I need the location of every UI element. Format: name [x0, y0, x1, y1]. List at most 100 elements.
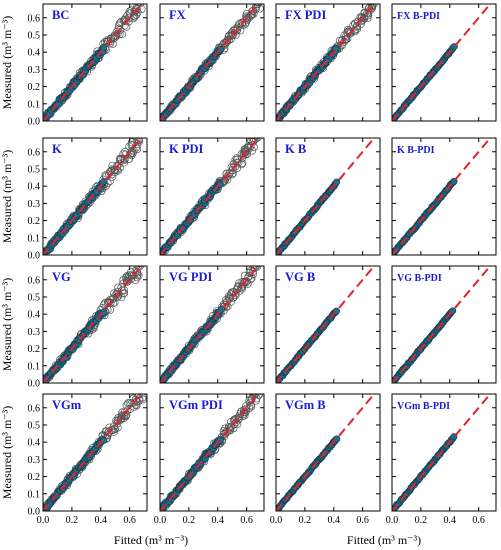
- marks: [43, 266, 145, 383]
- x-axis-title: Fitted (m³ m⁻³): [114, 533, 188, 547]
- y-tick-label: 0.4: [28, 182, 41, 193]
- y-tick-label: 0.6: [28, 13, 41, 24]
- panel-frame: [391, 265, 497, 384]
- panel-frame: [42, 265, 148, 384]
- panel-fx-b-pdi: FX B-PDI: [391, 3, 497, 122]
- open-marker: [245, 144, 254, 153]
- open-marker: [136, 4, 145, 7]
- x-tick-label: 0.6: [240, 515, 253, 526]
- marks: [276, 4, 379, 121]
- open-marker: [370, 4, 379, 8]
- blue-marker: [100, 177, 108, 185]
- y-tick-label: 0.0: [28, 379, 41, 390]
- marks: [160, 4, 264, 121]
- panel-title: VG B-PDI: [397, 273, 442, 284]
- panel-frame: [391, 137, 497, 256]
- open-marker: [254, 266, 260, 267]
- one-to-one-line: [160, 138, 260, 255]
- open-marker: [241, 148, 250, 156]
- open-marker: [224, 171, 232, 180]
- open-marker: [132, 267, 141, 276]
- y-tick-label: 0.1: [28, 233, 41, 244]
- one-to-one-line: [392, 394, 492, 511]
- panel-fx: FX: [159, 3, 265, 122]
- marks: [392, 4, 492, 121]
- x-tick-label: 0.2: [299, 515, 312, 526]
- y-tick-label: 0.3: [28, 65, 41, 76]
- open-marker: [133, 145, 142, 154]
- open-marker: [341, 35, 350, 44]
- panel-fx-pdi: FX PDI: [275, 3, 381, 122]
- open-marker: [139, 130, 146, 137]
- open-marker: [252, 266, 261, 269]
- panel-vgm-pdi: 0.0 0.2 0.4 0.6 VGm PDI: [154, 393, 265, 526]
- one-to-one-line: [392, 4, 492, 121]
- open-marker: [252, 138, 260, 141]
- blue-marker: [100, 436, 108, 444]
- y-tick-label: 0.1: [28, 489, 41, 500]
- open-marker: [346, 28, 355, 37]
- open-marker: [121, 17, 130, 26]
- y-tick-label: 0.2: [28, 82, 41, 93]
- x-tick-label: 0.6: [472, 515, 485, 526]
- panel-vg-pdi: VG PDI: [159, 265, 265, 384]
- open-marker: [131, 276, 140, 285]
- y-tick-label: 0.5: [28, 420, 41, 431]
- panel-frame: [275, 3, 381, 122]
- open-marker: [229, 169, 238, 178]
- marks: [276, 138, 376, 255]
- y-tick-label: 0.4: [28, 310, 41, 321]
- marks: [160, 266, 261, 383]
- y-tick-label: 0.5: [28, 292, 41, 303]
- panel-title: FX B-PDI: [397, 11, 440, 22]
- x-tick-label: 0.0: [386, 515, 399, 526]
- open-marker: [136, 266, 143, 268]
- open-marker: [135, 266, 144, 271]
- panel-vgm-b-pdi: 0.0 0.2 0.4 0.6 VGm B-PDI: [386, 393, 497, 526]
- y-axis-title: Measured (m³ m⁻³): [0, 406, 14, 500]
- y-tick-label: 0.6: [28, 147, 41, 158]
- open-marker: [135, 138, 144, 146]
- x-tick-label: 0.4: [95, 515, 108, 526]
- y-axis-title: Measured (m³ m⁻³): [0, 278, 14, 372]
- y-axis-title: Measured (m³ m⁻³): [0, 150, 14, 244]
- open-marker: [118, 30, 127, 39]
- open-marker: [363, 14, 372, 23]
- open-marker: [368, 4, 377, 10]
- open-marker: [127, 151, 136, 160]
- panel-vg: 0.0 0.1 0.2 0.3 0.4 0.5 0.6 VG Measured (m³ m⁻³): [0, 265, 148, 390]
- marks: [392, 138, 492, 255]
- open-marker: [135, 4, 142, 6]
- marks: [276, 394, 376, 511]
- open-marker: [253, 138, 262, 142]
- y-tick-label: 0.0: [28, 251, 41, 262]
- y-tick-label: 0.6: [28, 403, 41, 414]
- open-marker: [367, 4, 376, 13]
- x-tick-label: 0.4: [444, 515, 457, 526]
- open-marker: [132, 401, 141, 410]
- panel-frame: [42, 3, 148, 122]
- panel-frame: [42, 393, 148, 512]
- one-to-one-line: [276, 4, 376, 121]
- marks: [276, 266, 376, 383]
- marks: [43, 394, 147, 511]
- panel-frame: [159, 265, 265, 384]
- marks: [43, 130, 146, 255]
- open-marker: [134, 271, 143, 280]
- open-marker: [137, 266, 145, 269]
- x-axis-title: Fitted (m³ m⁻³): [347, 533, 421, 547]
- open-marker: [258, 266, 260, 267]
- open-marker: [116, 25, 125, 34]
- y-tick-label: 0.5: [28, 30, 41, 41]
- one-to-one-line: [276, 138, 376, 255]
- y-tick-label: 0.2: [28, 344, 41, 355]
- open-marker: [232, 154, 241, 163]
- panel-title: VGm B-PDI: [397, 401, 450, 412]
- one-to-one-line: [43, 138, 143, 255]
- panel-vgm: 0.0 0.2 0.4 0.6 0.0 0.1 0.2 0.3 0.4 0.5 0.6 VGm Meas…: [0, 393, 148, 526]
- y-tick-label: 0.4: [28, 48, 41, 59]
- x-tick-label: 0.2: [415, 515, 428, 526]
- x-tick-label: 0.4: [212, 515, 225, 526]
- panel-k-pdi: K PDI: [159, 137, 265, 256]
